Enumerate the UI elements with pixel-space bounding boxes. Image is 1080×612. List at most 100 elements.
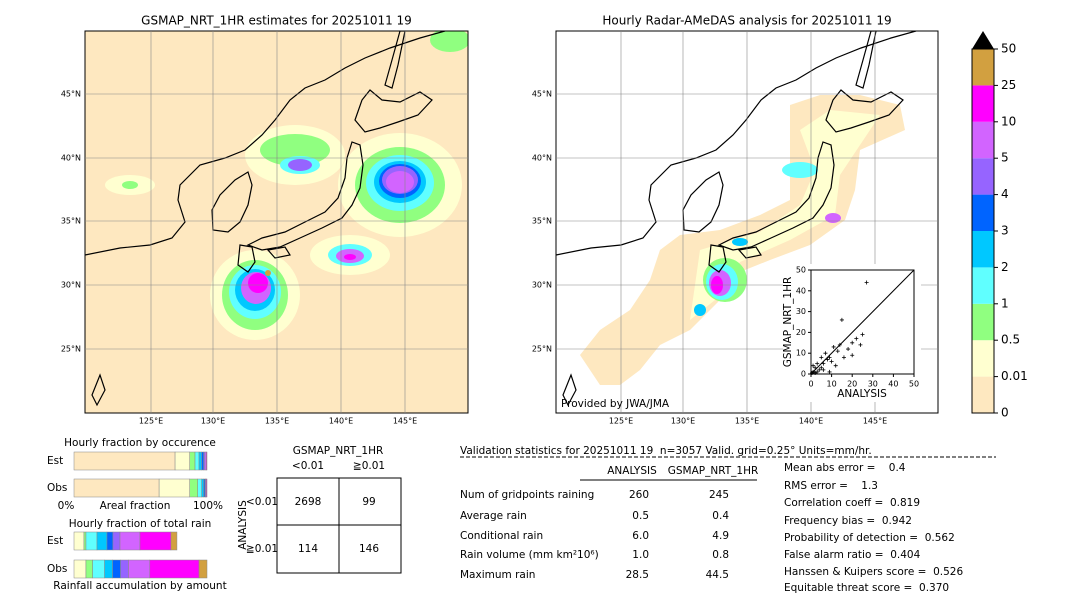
scatter-point <box>823 351 828 356</box>
cell: 146 <box>359 543 379 555</box>
fraction-segment <box>198 559 208 579</box>
colorbar-box <box>972 303 994 341</box>
credit: Provided by JWA/JMA <box>561 398 670 410</box>
score: Mean abs error = 0.4 <box>784 462 906 474</box>
colorbar-label: 5 <box>1001 151 1009 165</box>
scatter-point <box>815 369 820 374</box>
left-map <box>85 31 468 413</box>
scatter-point <box>850 353 855 358</box>
scatter-point <box>846 347 851 352</box>
fraction-segment <box>73 451 176 471</box>
row-title: ANALYSIS <box>237 500 249 550</box>
map-title: Hourly Radar-AMeDAS analysis for 2025101… <box>602 14 891 28</box>
col-label: ≧0.01 <box>353 460 385 472</box>
fraction-segment <box>206 478 208 498</box>
stat-name: Maximum rain <box>460 569 535 581</box>
colorbar-box <box>972 85 994 122</box>
diagonal <box>810 269 915 375</box>
lat-label: 30°N <box>61 281 81 290</box>
scatter-point <box>833 363 838 368</box>
scatter-point <box>850 340 855 345</box>
scatter-point <box>839 317 844 322</box>
cell: 99 <box>362 496 375 508</box>
axis-label: Areal fraction <box>100 500 171 512</box>
fraction-segment <box>106 531 114 551</box>
fraction-segment <box>170 531 178 551</box>
stats-header: Validation statistics for 20251011 19 n=… <box>460 445 872 457</box>
y-tick-label: 20 <box>796 328 806 337</box>
map-title: GSMAP_NRT_1HR estimates for 20251011 19 <box>141 14 412 28</box>
colorbar-box <box>972 340 994 377</box>
lat-label: 30°N <box>532 281 552 290</box>
lat-label: 35°N <box>532 217 552 226</box>
colorbar-label: 3 <box>1001 224 1009 238</box>
fraction-segment <box>198 451 202 471</box>
col-label: <0.01 <box>292 460 324 472</box>
fraction-segment <box>112 531 121 551</box>
score: Probability of detection = 0.562 <box>784 532 955 544</box>
scatter-point <box>827 369 832 374</box>
lon-label: 140°E <box>799 417 823 426</box>
colorbar-label: 25 <box>1001 78 1016 92</box>
scatter-point <box>864 280 869 285</box>
fraction-segment <box>149 559 200 579</box>
scatter-point <box>810 370 815 375</box>
stat-value: 0.4 <box>712 510 729 522</box>
row-label: <0.01 <box>246 496 278 508</box>
colorbar-box <box>972 158 994 195</box>
y-tick-label: 30 <box>796 307 806 316</box>
fraction-segment <box>201 478 204 498</box>
row-label: Obs <box>47 482 67 494</box>
colorbar-label: 0.5 <box>1001 333 1020 347</box>
fraction-segment <box>139 531 172 551</box>
scatter-point <box>827 355 832 360</box>
scatter-point <box>835 349 840 354</box>
lon-label: 135°E <box>735 417 759 426</box>
row-label: Obs <box>47 563 67 575</box>
colorbar-label: 0.01 <box>1001 369 1028 383</box>
y-tick-label: 0 <box>801 370 806 379</box>
left-map-frame <box>84 30 469 414</box>
colorbar-box <box>972 267 994 304</box>
scatter-point <box>860 332 865 337</box>
scatter-point <box>858 342 863 347</box>
column-header: ANALYSIS <box>607 465 657 477</box>
y-tick-label: 40 <box>796 286 806 295</box>
lat-label: 45°N <box>532 90 552 99</box>
cell: 2698 <box>295 496 322 508</box>
x-tick-label: 40 <box>888 380 898 389</box>
score: RMS error = 1.3 <box>784 480 878 492</box>
scatter-point <box>811 363 816 368</box>
lon-label: 145°E <box>393 417 417 426</box>
stat-value: 6.0 <box>632 530 649 542</box>
scatter-point <box>841 355 846 360</box>
fraction-segment <box>73 559 87 579</box>
scatter-point <box>837 342 842 347</box>
fraction-title: Hourly fraction of total rain <box>69 518 212 530</box>
scatter-point <box>831 344 836 349</box>
axis-label: 0% <box>58 500 75 512</box>
lat-label: 45°N <box>61 90 81 99</box>
fraction-segment <box>119 531 141 551</box>
stat-value: 0.5 <box>632 510 649 522</box>
lat-label: 35°N <box>61 217 81 226</box>
cell: 114 <box>298 543 318 555</box>
scatter-point <box>821 367 826 372</box>
x-tick-label: 50 <box>909 380 919 389</box>
scatter-point <box>819 365 824 370</box>
column-header: GSMAP_NRT_1HR <box>668 465 759 477</box>
score: False alarm ratio = 0.404 <box>784 549 921 561</box>
colorbar-label: 1 <box>1001 296 1009 310</box>
colorbar-box <box>972 49 994 86</box>
stat-value: 0.8 <box>712 549 729 561</box>
stat-value: 44.5 <box>706 569 729 581</box>
colorbar-label: 50 <box>1001 42 1016 56</box>
fraction-title: Hourly fraction by occurence <box>64 437 216 449</box>
fraction-segment <box>158 478 190 498</box>
fraction-segment <box>120 559 129 579</box>
lat-label: 25°N <box>532 345 552 354</box>
x-tick-label: 30 <box>868 380 878 389</box>
x-axis-label: ANALYSIS <box>837 388 887 400</box>
x-tick-label: 10 <box>827 380 837 389</box>
fraction-segment <box>174 451 190 471</box>
